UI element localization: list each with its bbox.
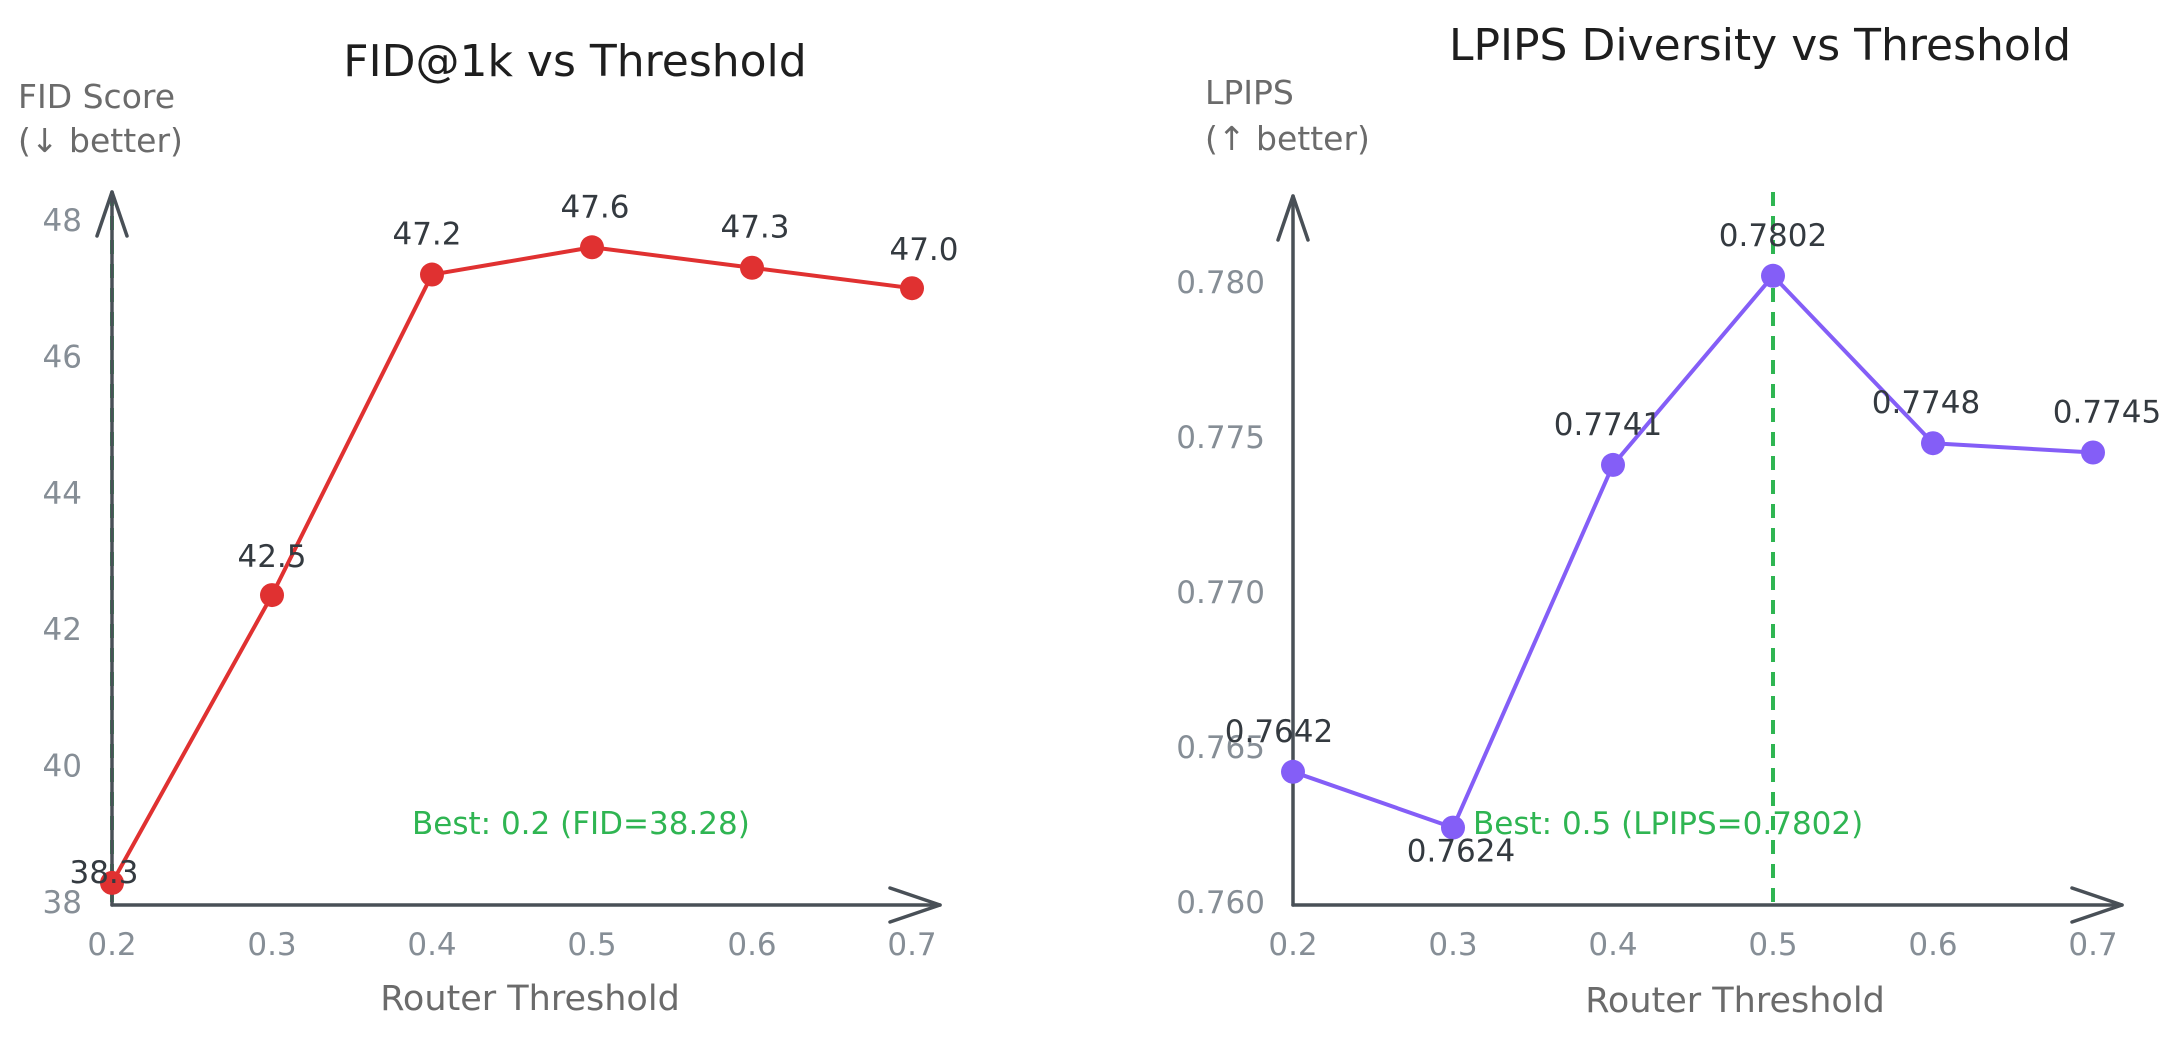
fid-x-axis-label: Router Threshold bbox=[380, 979, 680, 1019]
fid-y-tick-label: 48 bbox=[43, 203, 82, 239]
fid-data-labels: 38.3 42.5 47.2 47.6 47.3 47.0 bbox=[69, 189, 958, 891]
lpips-data-point bbox=[1441, 815, 1465, 840]
lpips-x-ticks: 0.2 0.3 0.4 0.5 0.6 0.7 bbox=[1268, 927, 2117, 963]
lpips-x-tick-label: 0.5 bbox=[1748, 927, 1797, 963]
lpips-x-tick-label: 0.6 bbox=[1908, 927, 1957, 963]
lpips-data-point bbox=[1761, 263, 1785, 288]
fid-data-point bbox=[740, 255, 764, 280]
fid-data-point bbox=[420, 262, 444, 287]
lpips-data-point bbox=[1601, 452, 1625, 477]
lpips-best-annotation: Best: 0.5 (LPIPS=0.7802) bbox=[1473, 806, 1863, 842]
fid-series-line bbox=[110, 245, 914, 885]
lpips-y-axis-label-line2: (↑ better) bbox=[1205, 119, 1370, 158]
lpips-x-axis-arrowhead bbox=[2070, 886, 2124, 924]
fid-data-point bbox=[100, 870, 124, 895]
lpips-y-axis-label-line1: LPIPS bbox=[1205, 73, 1294, 112]
lpips-data-label: 0.7745 bbox=[2053, 395, 2161, 431]
lpips-panel: LPIPS Diversity vs Threshold LPIPS (↑ be… bbox=[1176, 20, 2161, 1021]
lpips-y-tick-label: 0.760 bbox=[1176, 885, 1265, 921]
fid-x-tick-label: 0.5 bbox=[567, 927, 616, 963]
fid-x-ticks: 0.2 0.3 0.4 0.5 0.6 0.7 bbox=[87, 927, 936, 963]
lpips-x-tick-label: 0.4 bbox=[1588, 927, 1637, 963]
lpips-y-axis-arrowhead bbox=[1276, 194, 1310, 242]
fid-data-point bbox=[260, 583, 284, 608]
fid-x-tick-label: 0.4 bbox=[407, 927, 456, 963]
fid-y-ticks: 38 40 42 44 46 48 bbox=[43, 203, 82, 921]
lpips-x-tick-label: 0.3 bbox=[1428, 927, 1477, 963]
fid-y-tick-label: 40 bbox=[43, 749, 82, 785]
lpips-data-label: 0.7741 bbox=[1554, 407, 1662, 443]
fid-panel: FID@1k vs Threshold FID Score (↓ better)… bbox=[18, 36, 959, 1019]
fid-best-annotation: Best: 0.2 (FID=38.28) bbox=[412, 806, 750, 842]
fid-y-tick-label: 38 bbox=[43, 885, 82, 921]
lpips-data-label: 0.7642 bbox=[1225, 714, 1333, 750]
fid-data-point bbox=[580, 235, 604, 260]
fid-data-label: 47.3 bbox=[720, 210, 789, 246]
lpips-x-tick-label: 0.7 bbox=[2068, 927, 2117, 963]
lpips-data-labels: 0.7642 0.7624 0.7741 0.7802 0.7748 0.7745 bbox=[1225, 218, 2161, 870]
lpips-data-point bbox=[1921, 431, 1945, 456]
fid-x-tick-label: 0.7 bbox=[887, 927, 936, 963]
fid-y-tick-label: 42 bbox=[43, 612, 82, 648]
fid-x-tick-label: 0.3 bbox=[247, 927, 296, 963]
lpips-x-axis-label: Router Threshold bbox=[1585, 981, 1885, 1021]
fid-data-label: 47.2 bbox=[392, 217, 461, 253]
lpips-y-tick-label: 0.770 bbox=[1176, 575, 1265, 611]
fid-y-axis-label-line1: FID Score bbox=[18, 77, 175, 116]
fid-y-axis-label-line2: (↓ better) bbox=[18, 121, 183, 160]
fid-chart-title: FID@1k vs Threshold bbox=[343, 36, 806, 87]
fid-data-label: 38.3 bbox=[69, 855, 138, 891]
fid-x-axis-arrowhead bbox=[888, 886, 942, 924]
fid-data-label: 47.0 bbox=[889, 232, 958, 268]
fid-data-points bbox=[100, 235, 924, 895]
lpips-y-ticks: 0.760 0.765 0.770 0.775 0.780 bbox=[1176, 265, 1265, 921]
fid-data-point bbox=[900, 276, 924, 301]
lpips-data-label: 0.7624 bbox=[1407, 834, 1515, 870]
lpips-y-tick-label: 0.780 bbox=[1176, 265, 1265, 301]
lpips-data-points bbox=[1281, 263, 2105, 840]
lpips-x-tick-label: 0.2 bbox=[1268, 927, 1317, 963]
lpips-data-point bbox=[1281, 759, 1305, 784]
fid-y-tick-label: 46 bbox=[43, 339, 82, 375]
fid-y-axis-arrowhead bbox=[95, 190, 129, 238]
fid-data-label: 47.6 bbox=[560, 189, 629, 225]
lpips-y-tick-label: 0.765 bbox=[1176, 730, 1265, 766]
lpips-data-point bbox=[2081, 440, 2105, 465]
fid-data-label: 42.5 bbox=[237, 539, 306, 575]
lpips-chart-title: LPIPS Diversity vs Threshold bbox=[1449, 20, 2071, 71]
fid-x-tick-label: 0.2 bbox=[87, 927, 136, 963]
lpips-y-tick-label: 0.775 bbox=[1176, 420, 1265, 456]
fid-x-tick-label: 0.6 bbox=[727, 927, 776, 963]
lpips-data-label: 0.7748 bbox=[1872, 385, 1980, 421]
lpips-series-line bbox=[1291, 273, 2095, 830]
fid-y-tick-label: 44 bbox=[43, 476, 82, 512]
lpips-data-label: 0.7802 bbox=[1719, 218, 1827, 254]
